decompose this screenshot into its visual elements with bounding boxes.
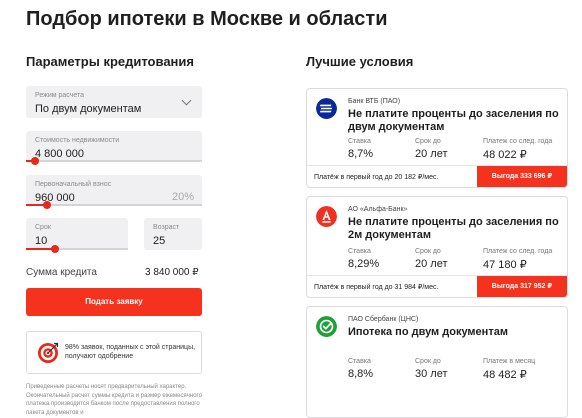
mode-label: Режим расчета [35, 92, 85, 99]
down-payment-percent: 20% [171, 191, 194, 203]
loan-sum-value: 3 840 000 ₽ [145, 267, 199, 278]
benefit-badge: Выгода 317 952 ₽ [477, 276, 567, 297]
page-title: Подбор ипотеки в Москве и области [26, 8, 388, 30]
first-year-payment-text: Платёж в первый год до 20 182 ₽/мес. [314, 174, 439, 181]
term-slider-fill [26, 248, 55, 250]
price-slider-track[interactable] [26, 160, 202, 162]
down-payment-value: 960 000 [35, 192, 75, 204]
rate-value: 8,29% [348, 258, 380, 270]
rate-value: 8,8% [348, 368, 374, 380]
offer-card[interactable]: АО «Альфа-Банк» Не платите проценты до з… [306, 196, 568, 298]
bank-name: АО «Альфа-Банк» [348, 206, 408, 213]
mode-value: По двум документам [35, 103, 142, 115]
rate-label: Ставка [348, 248, 371, 255]
target-icon [38, 342, 59, 363]
offer-card[interactable]: ПАО Сбербанк (ЦНС) Ипотека по двум докум… [306, 306, 568, 418]
disclaimer-text: Приведенные расчеты носят предварительны… [26, 384, 202, 416]
down-payment-field[interactable]: Первоначальный взнос 960 000 20% [26, 175, 202, 209]
rate-value: 8,7% [348, 148, 374, 160]
payment-label: Платеж в месяц [483, 358, 536, 365]
down-payment-label: Первоначальный взнос [35, 181, 112, 188]
mode-select[interactable]: Режим расчета По двум документам [26, 86, 202, 118]
down-payment-slider-fill [26, 204, 48, 206]
rate-label: Ставка [348, 138, 371, 145]
term-value: 20 лет [415, 258, 448, 270]
rate-label: Ставка [348, 358, 371, 365]
price-label: Стоимость недвижимости [35, 137, 120, 144]
bank-name: Банк ВТБ (ПАО) [348, 98, 401, 105]
price-slider-fill [26, 160, 35, 162]
down-payment-slider-thumb[interactable] [43, 201, 52, 209]
offer-title[interactable]: Не платите проценты до заселения по 2м д… [348, 216, 559, 241]
term-label: Срок до [415, 138, 441, 145]
term-slider-thumb[interactable] [50, 245, 59, 253]
approval-info-text: 98% заявок, поданных с этой страницы, по… [65, 344, 196, 360]
benefit-badge: Выгода 333 696 ₽ [477, 166, 567, 187]
approval-info-box: 98% заявок, поданных с этой страницы, по… [26, 331, 202, 374]
price-field[interactable]: Стоимость недвижимости 4 800 000 [26, 131, 202, 165]
params-section-title: Параметры кредитования [26, 54, 194, 69]
term-label: Срок до [415, 248, 441, 255]
vtb-logo-icon [316, 98, 337, 119]
sber-logo-icon [316, 316, 337, 337]
payment-label: Платеж со след. года [483, 248, 553, 255]
term-value: 20 лет [415, 148, 448, 160]
price-value: 4 800 000 [35, 148, 84, 160]
term-slider-track[interactable] [26, 248, 128, 250]
loan-sum-label: Сумма кредита [26, 267, 97, 278]
chevron-down-icon [181, 95, 192, 106]
payment-value: 48 022 ₽ [483, 149, 527, 161]
submit-application-button[interactable]: Подать заявку [26, 288, 202, 316]
price-slider-thumb[interactable] [30, 157, 39, 165]
payment-label: Платеж со след. года [483, 138, 553, 145]
age-label: Возраст [153, 224, 180, 231]
alfa-logo-icon [316, 206, 337, 227]
down-payment-slider-track[interactable] [26, 204, 202, 206]
term-label: Срок до [415, 358, 441, 365]
offer-title[interactable]: Не платите проценты до заселения по двум… [348, 108, 559, 133]
first-year-payment-text: Платёж в первый год до 31 984 ₽/мес. [314, 284, 439, 291]
term-value: 10 [35, 235, 48, 247]
age-field[interactable]: Возраст 25 [144, 218, 202, 250]
age-value: 25 [153, 235, 166, 247]
bank-name: ПАО Сбербанк (ЦНС) [348, 316, 419, 323]
term-field[interactable]: Срок 10 [26, 218, 128, 253]
card-footer: Платёж в первый год до 20 182 ₽/мес. Выг… [307, 165, 567, 187]
offer-title[interactable]: Ипотека по двум документам [348, 326, 508, 338]
offer-card[interactable]: Банк ВТБ (ПАО) Не платите проценты до за… [306, 88, 568, 188]
payment-value: 47 180 ₽ [483, 259, 527, 271]
term-label: Срок [35, 224, 51, 231]
payment-value: 48 482 ₽ [483, 369, 527, 381]
term-value: 30 лет [415, 368, 448, 380]
card-footer: Платёж в первый год до 31 984 ₽/мес. Выг… [307, 275, 567, 297]
offers-section-title: Лучшие условия [306, 54, 414, 69]
